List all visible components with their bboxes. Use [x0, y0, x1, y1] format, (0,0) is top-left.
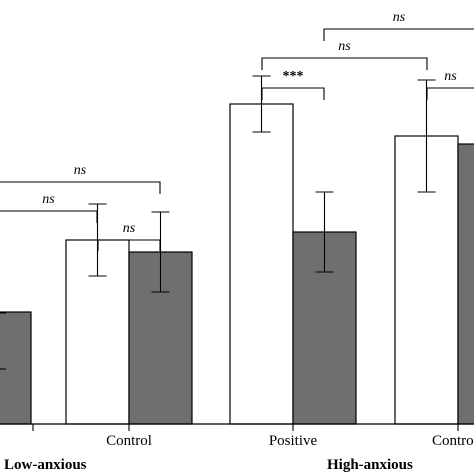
significance-label-4: *** [283, 69, 304, 84]
group-label-high-anxious: High-anxious [327, 457, 413, 473]
significance-label-5: ns [338, 39, 351, 54]
significance-bracket-2: ns [0, 192, 98, 223]
significance-bracket-6: ns [323, 10, 474, 41]
significance-label-6: ns [393, 10, 406, 25]
significance-bracket-3: ns [0, 163, 161, 194]
tick-label-high-positive: Positive [269, 433, 318, 449]
bar-series1-cat3 [229, 103, 294, 425]
error-bar-series1-cat3 [252, 75, 271, 133]
bars-layer [0, 103, 474, 425]
group-label-low-anxious: Low-anxious [4, 457, 87, 473]
error-bar-series2-cat2 [151, 211, 170, 293]
tick-label-low-control: Control [106, 433, 152, 449]
x-ticks-layer [0, 312, 459, 431]
significance-bracket-5: ns [261, 39, 428, 70]
significance-brackets-layer: ns ns ns *** ns ns ns [0, 10, 474, 251]
significance-label-1: ns [123, 221, 136, 236]
tick-label-high-control: Control [432, 433, 474, 449]
bar-series2-cat1 [0, 311, 32, 425]
significance-bracket-7: ns [426, 69, 474, 100]
error-bar-series2-cat3 [315, 191, 334, 273]
significance-bracket-4: *** [261, 69, 325, 100]
significance-bracket-1: ns [97, 221, 161, 251]
bar-series2-cat4 [457, 143, 474, 425]
significance-label-2: ns [42, 192, 55, 207]
significance-label-3: ns [74, 163, 87, 178]
significance-label-7: ns [444, 69, 457, 84]
